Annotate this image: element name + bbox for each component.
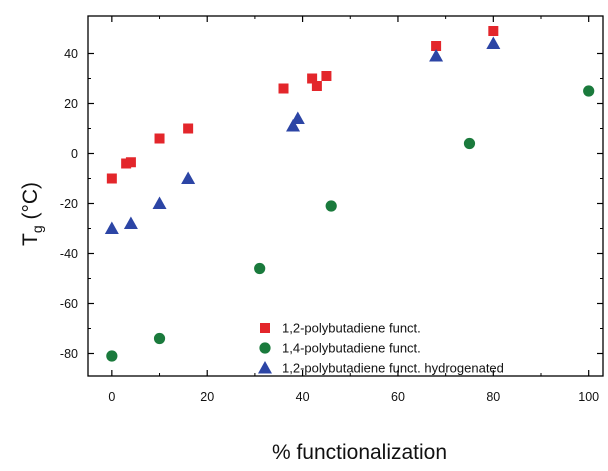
triangle-point (181, 171, 196, 184)
legend-label: 1,2-polybutadiene funct. hydrogenated (282, 361, 504, 376)
square-point (311, 81, 322, 91)
circle-point (583, 85, 595, 97)
square-point (154, 133, 165, 144)
square-point (125, 157, 136, 168)
axes: 0 20 40 60 80 100 -80 -60 -40 -20 0 20 40 (60, 15, 604, 404)
x-tick-label: 80 (486, 390, 500, 404)
y-tick-label: -40 (60, 247, 78, 261)
circle-point (153, 332, 166, 345)
square-point (106, 173, 117, 184)
x-tick-label: 100 (578, 390, 599, 404)
x-tick-label: 0 (108, 390, 115, 404)
y-axis-title-subscript: g (29, 225, 45, 233)
triangle-point (104, 221, 119, 234)
y-tick-label: -80 (60, 347, 78, 361)
y-tick-label: 20 (64, 97, 78, 111)
y-axis-title-main: T (19, 233, 42, 246)
triangle-point (429, 49, 444, 62)
circle-point (106, 350, 118, 362)
square-point (488, 26, 499, 36)
y-tick-label: -60 (60, 297, 78, 311)
square-point (431, 41, 442, 51)
legend-marker (259, 342, 271, 354)
square-point (278, 83, 289, 94)
data-points (104, 26, 595, 362)
x-tick-label: 60 (391, 390, 405, 404)
triangle-point (290, 111, 305, 124)
circle-point (325, 200, 337, 212)
y-tick-label: 40 (64, 47, 78, 61)
plot-frame (87, 15, 604, 377)
y-axis-title-unit: (°C) (19, 182, 42, 225)
x-axis-title: % functionalization (272, 441, 447, 464)
y-tick-label: -20 (60, 197, 78, 211)
legend-label: 1,2-polybutadiene funct. (282, 321, 421, 336)
circle-point (254, 262, 266, 275)
circle-point (463, 137, 476, 150)
legend-marker (260, 323, 270, 333)
triangle-point (123, 216, 138, 229)
triangle-point (152, 196, 167, 209)
legend-marker (258, 361, 272, 374)
square-point (307, 73, 318, 84)
y-tick-label: 0 (71, 147, 78, 161)
legend-label: 1,4-polybutadiene funct. (282, 341, 421, 356)
y-axis-title: Tg (°C) (19, 182, 45, 246)
legend: 1,2-polybutadiene funct. 1,4-polybutadien… (258, 321, 504, 376)
triangle-point (486, 36, 501, 49)
triangle-point (286, 119, 301, 132)
square-point (321, 71, 332, 81)
x-tick-label: 40 (296, 390, 310, 404)
square-point (183, 123, 194, 134)
x-tick-label: 20 (200, 390, 214, 404)
